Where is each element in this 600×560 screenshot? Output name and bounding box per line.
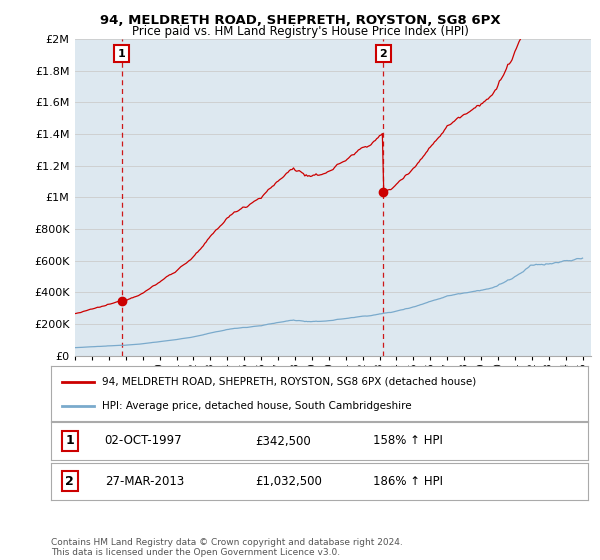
Text: £342,500: £342,500 [255,435,311,447]
Text: 1: 1 [118,49,125,59]
Text: Contains HM Land Registry data © Crown copyright and database right 2024.
This d: Contains HM Land Registry data © Crown c… [51,538,403,557]
Text: 94, MELDRETH ROAD, SHEPRETH, ROYSTON, SG8 6PX (detached house): 94, MELDRETH ROAD, SHEPRETH, ROYSTON, SG… [102,377,476,386]
Text: HPI: Average price, detached house, South Cambridgeshire: HPI: Average price, detached house, Sout… [102,401,412,410]
Text: 1: 1 [65,435,74,447]
Text: 2: 2 [380,49,387,59]
Text: £1,032,500: £1,032,500 [255,475,322,488]
Text: 02-OCT-1997: 02-OCT-1997 [105,435,182,447]
Text: 2: 2 [65,475,74,488]
Text: 94, MELDRETH ROAD, SHEPRETH, ROYSTON, SG8 6PX: 94, MELDRETH ROAD, SHEPRETH, ROYSTON, SG… [100,14,500,27]
Text: 27-MAR-2013: 27-MAR-2013 [105,475,184,488]
Text: 186% ↑ HPI: 186% ↑ HPI [373,475,443,488]
Text: 158% ↑ HPI: 158% ↑ HPI [373,435,443,447]
Text: Price paid vs. HM Land Registry's House Price Index (HPI): Price paid vs. HM Land Registry's House … [131,25,469,38]
